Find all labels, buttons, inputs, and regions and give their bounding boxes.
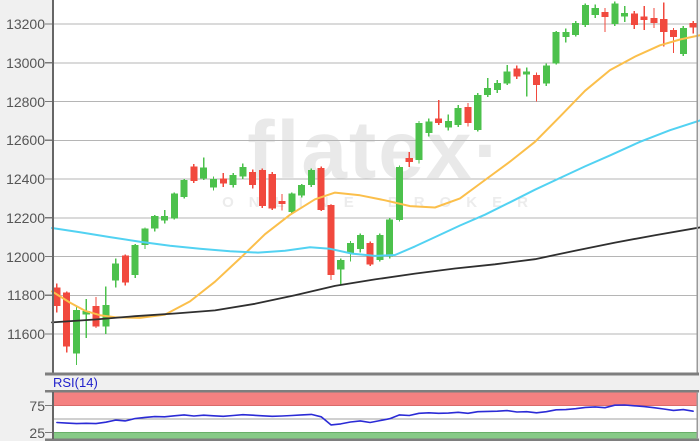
- chart-screenshot: flatex· ONLINE BROKER 13200 13000 12800 126…: [0, 0, 700, 441]
- candlestick-chart[interactable]: [0, 0, 700, 441]
